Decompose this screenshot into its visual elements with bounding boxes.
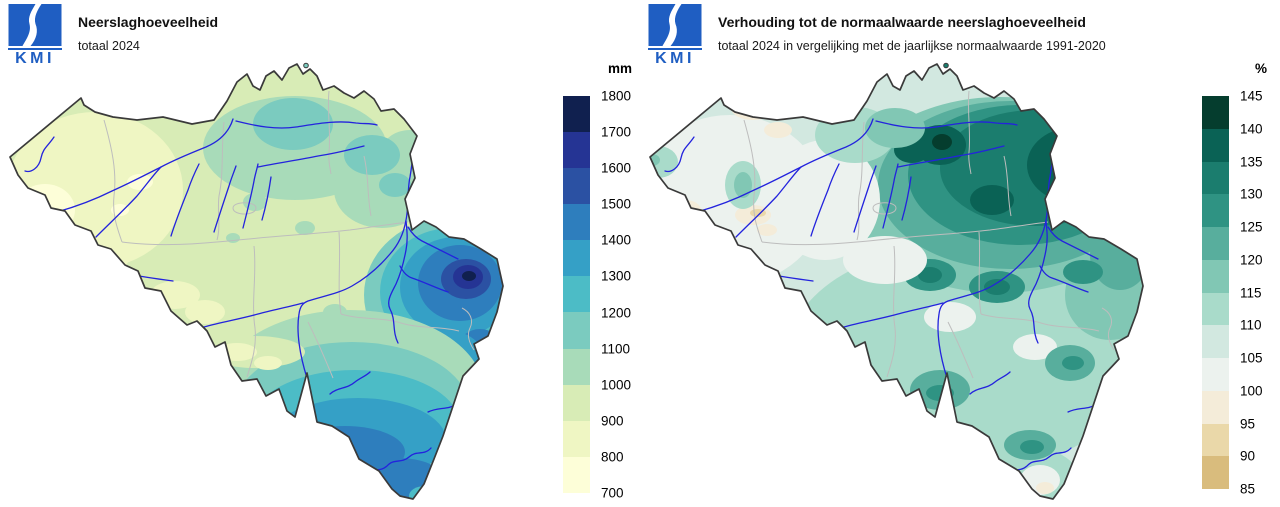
legend-band — [1202, 227, 1229, 260]
legend-band — [1202, 456, 1229, 489]
contour-fills-precipitation — [10, 64, 503, 499]
legend-tick-labels: 145 140 135 130 125 120 115 110 105 100 95 90 85 — [1240, 89, 1280, 497]
legend-band — [563, 276, 590, 313]
legend-tick-label: 140 — [1240, 121, 1263, 136]
legend-band — [1202, 292, 1229, 326]
legend-unit-label: % — [1254, 61, 1267, 76]
legend-tick-label: 1100 — [601, 340, 631, 356]
legend-band — [1202, 325, 1229, 358]
legend-tick-label: 1400 — [601, 232, 632, 248]
legend-band — [563, 132, 590, 169]
baarle-enclave-dot — [303, 62, 309, 69]
map-title: Verhouding tot de normaalwaarde neerslag… — [718, 14, 1086, 30]
legend-tick-label: 700 — [601, 485, 624, 501]
legend-tick-label: 1800 — [601, 88, 632, 104]
legend-tick-label: 115 — [1240, 284, 1262, 300]
legend-band — [563, 348, 590, 385]
map-subtitle: totaal 2024 — [78, 39, 140, 53]
legend-band — [563, 456, 590, 493]
legend-unit-label: mm — [607, 61, 632, 76]
belgium-ratio-map — [649, 62, 1144, 500]
legend-band — [563, 420, 590, 457]
baarle-enclave-dot — [943, 62, 949, 69]
legend-band — [563, 384, 590, 421]
legend-tick-labels: 1800 1700 1600 1500 1400 1300 1200 1100 1000 900 8… — [601, 89, 645, 499]
map-subtitle: totaal 2024 in vergelijking met de jaarl… — [718, 39, 1106, 53]
legend-tick-label: 90 — [1240, 448, 1256, 464]
map-header-left: Neerslaghoeveelheid totaal 2024 — [78, 14, 218, 53]
legend-tick-label: 1500 — [601, 196, 632, 212]
legend-band — [1202, 194, 1229, 227]
legend-color-bar — [563, 96, 590, 493]
legend-band — [563, 204, 590, 241]
panel-precipitation-total: KMI Neerslaghoeveelheid totaal 2024 — [8, 4, 504, 500]
legend-tick-label: 100 — [1240, 383, 1263, 398]
legend-tick-label: 900 — [601, 413, 624, 429]
kmi-logo-mark — [648, 4, 702, 46]
kmi-logo: KMI — [8, 4, 62, 67]
kmi-logo: KMI — [648, 4, 702, 67]
panel-ratio-to-normal: KMI Verhouding tot de normaalwaarde neer… — [640, 0, 1280, 507]
legend-band — [1202, 423, 1229, 457]
kmi-logo-mark — [8, 4, 62, 46]
legend-band — [563, 168, 590, 205]
legend-tick-label: 135 — [1240, 153, 1263, 169]
legend-tick-label: 1600 — [601, 160, 632, 176]
map-header-right: Verhouding tot de normaalwaarde neerslag… — [718, 14, 1106, 53]
contour-fills-ratio — [650, 64, 1143, 499]
legend-band — [1202, 96, 1229, 129]
legend-tick-label: 105 — [1240, 350, 1263, 366]
belgium-precipitation-map — [9, 62, 504, 500]
legend-tick-label: 1200 — [601, 304, 632, 320]
legend-tick-label: 85 — [1240, 481, 1256, 497]
legend-band — [1202, 161, 1229, 195]
legend-band — [1202, 259, 1229, 293]
kmi-logo-text: KMI — [8, 48, 62, 67]
legend-tick-label: 1300 — [601, 268, 632, 284]
legend-tick-label: 120 — [1240, 252, 1263, 267]
legend-band — [563, 96, 590, 133]
map-title: Neerslaghoeveelheid — [78, 14, 219, 30]
legend-tick-label: 800 — [601, 449, 624, 465]
legend-tick-label: 1000 — [601, 376, 632, 392]
legend-band — [1202, 128, 1229, 162]
legend-tick-label: 145 — [1240, 88, 1263, 104]
legend-tick-label: 1700 — [601, 124, 632, 140]
legend-color-bar — [1202, 96, 1229, 489]
legend-tick-label: 110 — [1240, 317, 1262, 333]
legend-tick-label: 95 — [1240, 415, 1256, 431]
legend-band — [563, 312, 590, 349]
legend-tick-label: 125 — [1240, 219, 1263, 235]
legend-band — [1202, 358, 1229, 391]
kmi-logo-text: KMI — [648, 48, 702, 67]
legend-band — [563, 240, 590, 277]
legend-band — [1202, 390, 1229, 424]
legend-tick-label: 130 — [1240, 186, 1263, 202]
